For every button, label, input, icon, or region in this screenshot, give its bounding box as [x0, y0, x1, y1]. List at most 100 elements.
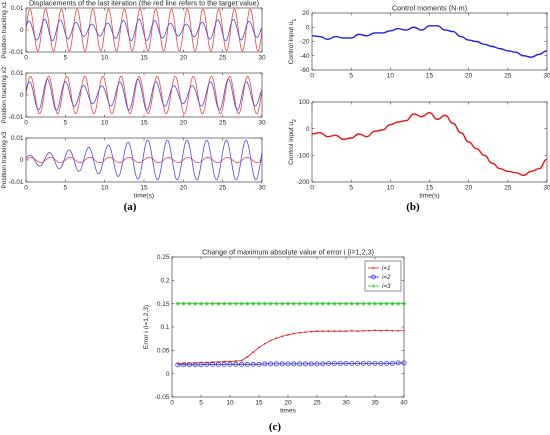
series-line-actual — [26, 78, 262, 111]
data-point-i=2 — [320, 361, 326, 367]
x-tick-label: 30 — [258, 185, 266, 192]
x-tick-label: 25 — [504, 185, 512, 192]
data-point-i=3 — [344, 301, 348, 306]
data-point-i=3 — [326, 301, 331, 306]
y-axis-label-text: Control input u — [288, 21, 295, 64]
data-point-i=1 — [327, 330, 330, 333]
y-axis-label-text: Position tracking x2 — [1, 66, 8, 124]
data-point-i=2 — [331, 360, 337, 366]
data-point-i=3 — [187, 301, 192, 306]
data-point-i=3 — [402, 301, 406, 306]
data-point-i=3 — [332, 301, 337, 306]
x-tick-label: 10 — [226, 400, 234, 407]
legend-marker — [371, 284, 376, 288]
x-tick-label: 15 — [426, 185, 434, 192]
y-tick-label: -40 — [300, 53, 310, 60]
data-point-i=3 — [199, 301, 203, 306]
data-point-i=2 — [244, 361, 250, 367]
data-point-i=2 — [198, 362, 204, 368]
data-point-i=1 — [252, 351, 255, 354]
data-point-i=1 — [321, 330, 324, 333]
x-tick-label: 5 — [64, 185, 68, 192]
data-point-i=3 — [222, 301, 227, 306]
caption-b: (b) — [406, 201, 420, 213]
x-tick-label: 25 — [219, 55, 227, 62]
data-point-i=3 — [181, 301, 186, 306]
y-tick-label: 0.25 — [157, 254, 170, 261]
data-point-i=3 — [291, 301, 296, 306]
data-point-i=3 — [239, 301, 244, 306]
y-tick-label: 0.1 — [160, 324, 169, 331]
series-line-i=1 — [177, 329, 404, 365]
data-point-i=2 — [262, 361, 268, 367]
x-tick-label: 25 — [504, 73, 512, 80]
x-tick-label: 15 — [426, 73, 434, 80]
x-axis-label: times — [280, 408, 296, 415]
y-tick-label: 0.01 — [11, 70, 24, 77]
caption-a: (a) — [124, 201, 137, 213]
data-point-i=2 — [256, 361, 262, 367]
data-point-i=1 — [275, 337, 278, 340]
data-point-i=1 — [298, 331, 301, 334]
data-point-i=1 — [287, 334, 289, 336]
data-point-i=2 — [395, 360, 401, 366]
y-tick-label: 0.2 — [160, 278, 169, 285]
data-point-i=2 — [204, 361, 210, 367]
data-point-i=1 — [316, 330, 318, 333]
data-point-i=2 — [227, 361, 233, 367]
y-axis-label-text: Error i (i=1,2,3) — [143, 305, 150, 349]
data-point-i=2 — [401, 360, 407, 366]
series-line-target — [26, 156, 262, 164]
x-tick-label: 0 — [310, 185, 314, 192]
data-point-i=2 — [326, 360, 332, 366]
data-point-i=3 — [280, 301, 285, 306]
data-point-i=2 — [378, 360, 384, 366]
data-point-i=3 — [355, 301, 360, 306]
series-line-i=2 — [177, 362, 404, 366]
y-axis-label: Error i (i=1,2,3) — [143, 305, 150, 349]
y-axis-label: Control input u1 — [288, 18, 298, 64]
y-axis-label: Control input u2 — [288, 119, 298, 165]
x-tick-label: 5 — [349, 73, 353, 80]
series-line-actual — [26, 18, 262, 42]
data-point-i=1 — [403, 329, 405, 332]
data-point-i=2 — [192, 362, 198, 368]
x-tick-label: 0 — [24, 55, 28, 62]
x-axis-label: time(s) — [419, 193, 439, 200]
data-point-i=2 — [268, 361, 274, 367]
data-point-i=2 — [302, 361, 308, 367]
x-tick-label: 15 — [140, 120, 148, 127]
x-tick-label: 5 — [64, 120, 68, 127]
x-tick-label: 15 — [140, 55, 148, 62]
data-point-i=1 — [240, 359, 243, 362]
data-point-i=2 — [215, 361, 221, 367]
data-point-i=3 — [245, 301, 250, 306]
data-point-i=1 — [339, 330, 342, 333]
caption-c: (c) — [269, 421, 282, 433]
data-point-i=2 — [349, 360, 355, 366]
data-point-i=1 — [345, 330, 347, 333]
x-tick-label: 5 — [199, 400, 203, 407]
data-point-i=2 — [372, 360, 378, 366]
x-tick-label: 30 — [258, 120, 266, 127]
legend-label-i=2: i=2 — [382, 274, 391, 281]
y-tick-label: -100 — [296, 153, 309, 160]
data-point-i=3 — [216, 301, 221, 306]
x-tick-label: 30 — [543, 185, 550, 192]
data-point-i=2 — [175, 362, 181, 368]
data-point-i=2 — [343, 360, 349, 366]
y-axis-label-text: Position tracking x1 — [1, 1, 8, 59]
data-point-i=3 — [378, 301, 383, 306]
data-point-i=1 — [385, 329, 388, 332]
chart-title: Change of maximum absolute value of erro… — [202, 248, 374, 257]
data-point-i=2 — [239, 361, 245, 367]
x-tick-label: 5 — [64, 55, 68, 62]
data-point-i=3 — [309, 301, 314, 306]
data-point-i=3 — [274, 301, 279, 306]
series-line — [312, 111, 547, 177]
data-point-i=2 — [181, 362, 187, 368]
y-tick-label: -0.01 — [9, 49, 24, 56]
data-point-i=1 — [246, 355, 249, 358]
